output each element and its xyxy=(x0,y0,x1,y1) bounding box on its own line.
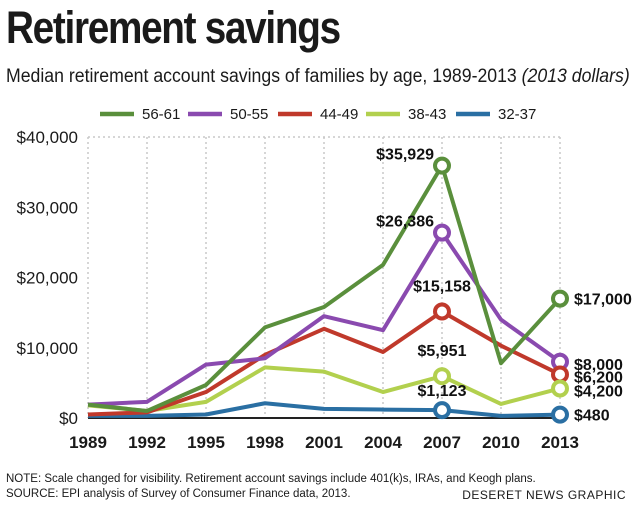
y-tick-label: $40,000 xyxy=(17,128,78,147)
legend-label-44-49: 44-49 xyxy=(320,106,358,123)
data-label-38-43-2013: $4,200 xyxy=(574,383,623,400)
data-label-44-49-2013: $6,200 xyxy=(574,369,623,386)
chart-subtitle: Median retirement account savings of fam… xyxy=(6,66,630,88)
x-tick-label: 1998 xyxy=(246,433,284,452)
data-label-56-61-2013: $17,000 xyxy=(574,292,632,309)
footnote-source: SOURCE: EPI analysis of Survey of Consum… xyxy=(6,488,351,500)
data-label-56-61-2007: $35,929 xyxy=(376,147,434,164)
y-tick-label: $30,000 xyxy=(17,198,78,217)
legend-label-32-37: 32-37 xyxy=(498,106,536,123)
x-tick-label: 2010 xyxy=(482,433,520,452)
legend-label-38-43: 38-43 xyxy=(408,106,446,123)
data-label-50-55-2013: $8,000 xyxy=(574,357,623,374)
point-marker-32-37-2013 xyxy=(551,405,569,424)
x-tick-label: 2004 xyxy=(364,433,402,452)
x-tick-label: 2001 xyxy=(305,433,343,452)
data-label-38-43-2007: $5,951 xyxy=(418,343,467,360)
point-marker-56-61-2013 xyxy=(551,289,569,308)
chart-title: Retirement savings xyxy=(6,2,341,53)
legend-label-50-55: 50-55 xyxy=(230,106,268,123)
point-marker-38-43-2013 xyxy=(551,379,569,398)
point-marker-32-37-2007 xyxy=(433,401,451,420)
subtitle-main: Median retirement account savings of fam… xyxy=(6,66,517,87)
footnote-note: NOTE: Scale changed for visibility. Reti… xyxy=(6,473,536,485)
y-tick-label: $0 xyxy=(59,409,78,428)
series-line-38-43 xyxy=(87,365,561,413)
x-tick-label: 2007 xyxy=(423,433,461,452)
data-label-44-49-2007: $15,158 xyxy=(413,279,471,296)
data-label-32-37-2007: $1,123 xyxy=(418,383,467,400)
y-tick-label: $20,000 xyxy=(17,269,78,288)
series-line-56-61 xyxy=(87,163,562,413)
x-tick-label: 2013 xyxy=(541,433,579,452)
legend-label-56-61: 56-61 xyxy=(142,106,180,123)
subtitle-units: (2013 dollars) xyxy=(521,66,630,87)
line-chart: $0 $10,000 $20,000 $30,000 $40,000 1989 1992 19… xyxy=(17,106,632,452)
point-marker-38-43-2007 xyxy=(433,367,451,386)
series-line-32-37 xyxy=(88,401,561,418)
point-marker-44-49-2007 xyxy=(433,302,451,321)
data-label-32-37-2013: $480 xyxy=(574,408,610,425)
y-tick-label: $10,000 xyxy=(17,339,78,358)
footnotes: NOTE: Scale changed for visibility. Reti… xyxy=(6,472,536,502)
x-tick-label: 1992 xyxy=(128,433,166,452)
x-tick-label: 1989 xyxy=(69,433,107,452)
point-marker-44-49-2013 xyxy=(551,365,569,384)
data-label-50-55-2007: $26,386 xyxy=(376,214,434,231)
point-marker-50-55-2007 xyxy=(433,223,451,242)
series-line-44-49 xyxy=(87,309,561,417)
x-tick-label: 1995 xyxy=(187,433,225,452)
graphic-credit: DESERET NEWS GRAPHIC xyxy=(462,488,626,502)
point-marker-56-61-2007 xyxy=(433,156,451,175)
